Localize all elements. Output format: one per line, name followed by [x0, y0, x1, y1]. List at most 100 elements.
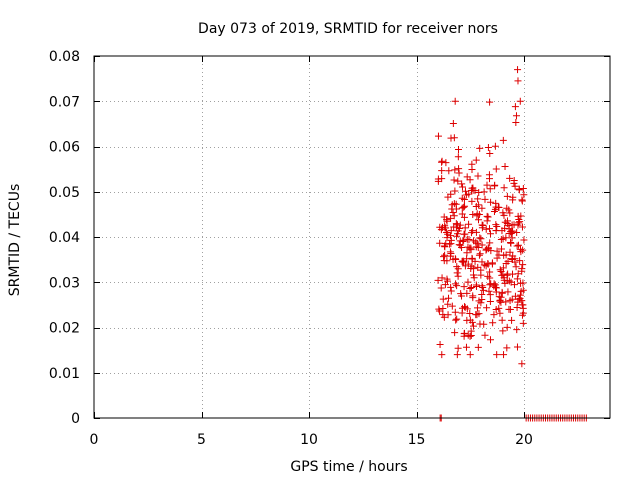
data-point — [451, 166, 459, 174]
y-tick-label: 0.03 — [49, 275, 80, 291]
x-tick-label: 10 — [300, 432, 318, 448]
y-tick-label: 0.04 — [49, 230, 80, 246]
data-point — [496, 309, 504, 317]
data-point — [446, 240, 454, 248]
data-point — [473, 311, 481, 319]
data-point — [453, 232, 461, 240]
data-point — [500, 184, 508, 192]
data-point — [505, 305, 513, 313]
data-point — [460, 196, 468, 204]
data-points — [434, 66, 590, 422]
data-point — [484, 143, 492, 151]
data-point — [444, 300, 452, 308]
data-point — [467, 284, 475, 292]
data-point — [451, 187, 459, 195]
data-point — [514, 241, 522, 249]
data-point — [454, 265, 462, 273]
x-tick-label: 0 — [90, 432, 99, 448]
data-point — [493, 351, 501, 359]
data-point — [502, 234, 510, 242]
data-point — [510, 179, 518, 187]
data-point — [486, 239, 494, 247]
data-point — [455, 241, 463, 249]
y-tick-label: 0 — [71, 411, 80, 427]
data-point — [443, 257, 451, 265]
data-point — [486, 297, 494, 305]
data-point — [474, 343, 482, 351]
data-point — [465, 190, 473, 198]
data-point — [469, 227, 477, 235]
data-point — [511, 103, 519, 111]
data-point — [484, 213, 492, 221]
y-tick-label: 0.07 — [49, 94, 80, 110]
data-point — [513, 228, 521, 236]
data-point — [500, 351, 508, 359]
data-point — [503, 323, 511, 331]
data-point — [461, 262, 469, 270]
data-point — [487, 336, 495, 344]
data-point — [447, 250, 455, 258]
data-point — [463, 249, 471, 257]
data-point — [437, 284, 445, 292]
data-point — [508, 234, 516, 242]
data-point — [434, 132, 442, 140]
data-point — [474, 263, 482, 271]
data-point — [436, 239, 444, 247]
data-point — [458, 292, 466, 300]
data-point — [486, 291, 494, 299]
data-point — [514, 77, 522, 85]
data-point — [508, 316, 516, 324]
data-point — [447, 283, 455, 291]
data-point — [478, 241, 486, 249]
data-point — [444, 311, 452, 319]
data-point — [454, 145, 462, 153]
data-point — [512, 119, 520, 127]
data-point — [450, 134, 458, 142]
data-point — [519, 261, 527, 269]
data-point — [451, 329, 459, 337]
data-point — [461, 230, 469, 238]
data-point — [476, 234, 484, 242]
data-point — [460, 283, 468, 291]
data-point — [463, 235, 471, 243]
data-point — [496, 296, 504, 304]
x-tick-label: 15 — [408, 432, 426, 448]
data-point — [515, 295, 523, 303]
data-point — [448, 302, 456, 310]
data-point — [456, 221, 464, 229]
data-point — [450, 176, 458, 184]
data-point — [452, 280, 460, 288]
data-point — [438, 167, 446, 175]
data-point — [478, 221, 486, 229]
x-tick-labels: 0 5 10 15 20 — [90, 432, 533, 448]
data-point — [443, 234, 451, 242]
data-point — [454, 227, 462, 235]
data-point — [472, 243, 480, 251]
data-point — [449, 208, 457, 216]
data-point — [491, 205, 499, 213]
data-point — [443, 217, 451, 225]
data-point — [453, 351, 461, 359]
data-point — [469, 292, 477, 300]
data-point — [467, 331, 475, 339]
data-point — [504, 270, 512, 278]
data-point — [483, 181, 491, 189]
data-point — [499, 327, 507, 335]
data-point — [486, 185, 494, 193]
data-point — [451, 97, 459, 105]
data-point — [474, 172, 482, 180]
data-point — [469, 211, 477, 219]
data-point — [519, 301, 527, 309]
data-point — [435, 307, 443, 315]
data-point — [518, 360, 526, 368]
data-point — [513, 326, 521, 334]
data-point — [458, 183, 466, 191]
data-point — [511, 258, 519, 266]
data-point — [510, 221, 518, 229]
data-point — [491, 142, 499, 150]
data-point — [496, 266, 504, 274]
data-point — [479, 286, 487, 294]
data-point — [447, 190, 455, 198]
data-point — [451, 255, 459, 263]
data-point — [447, 287, 455, 295]
